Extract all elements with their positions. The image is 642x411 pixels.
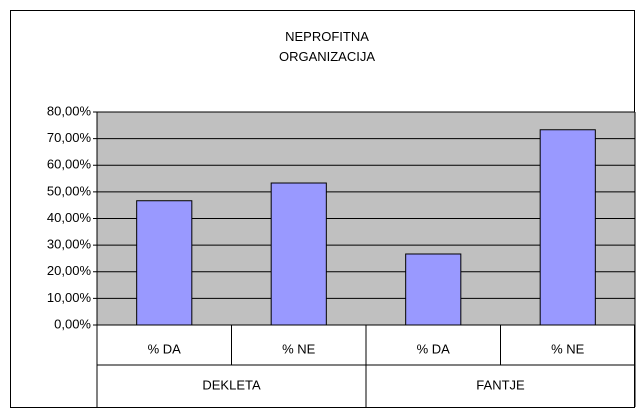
y-tick-label: 20,00% (47, 263, 92, 278)
bar (136, 200, 193, 326)
bar (539, 129, 596, 326)
group-label: DEKLETA (202, 377, 261, 392)
x-tick-label: % DA (148, 341, 182, 356)
y-tick-label: 60,00% (47, 157, 92, 172)
bar (270, 182, 327, 326)
x-tick-label: % DA (417, 341, 451, 356)
y-tick-label: 50,00% (47, 183, 92, 198)
y-tick-label: 10,00% (47, 290, 92, 305)
group-label: FANTJE (476, 377, 525, 392)
y-tick-label: 30,00% (47, 237, 92, 252)
x-tick-label: % NE (282, 341, 316, 356)
y-tick-label: 40,00% (47, 210, 92, 225)
y-tick-label: 70,00% (47, 130, 92, 145)
y-tick-label: 80,00% (47, 103, 92, 118)
y-tick-label: 0,00% (54, 316, 91, 331)
bar (405, 253, 462, 326)
x-tick-label: % NE (551, 341, 585, 356)
chart-title: NEPROFITNA ORGANIZACIJA (278, 29, 376, 64)
